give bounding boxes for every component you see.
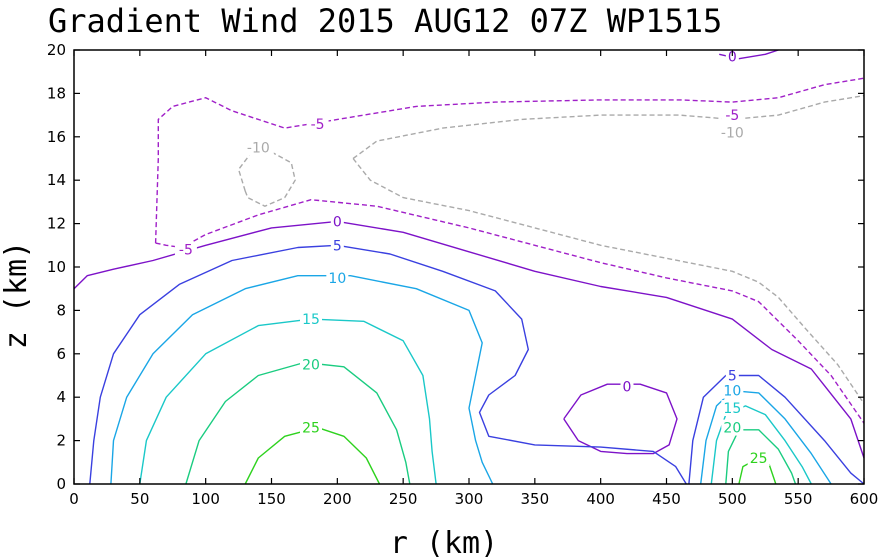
y-tick-label: 0 — [56, 475, 66, 493]
contour-label-bg — [620, 378, 634, 395]
contour-label-bg — [747, 449, 770, 466]
contour-lines — [73, 49, 865, 485]
x-tick-label: 250 — [389, 490, 418, 508]
contour-label-bg — [242, 139, 274, 156]
contour-label-bg — [721, 400, 744, 417]
y-tick-label: 6 — [56, 345, 66, 363]
contour-label-bg — [721, 107, 744, 124]
y-tick-label: 14 — [47, 171, 66, 189]
contour-label-bg — [721, 419, 744, 436]
contour-label: -10 — [247, 141, 270, 157]
chart-title: Gradient Wind 2015 AUG12 07Z WP1515 — [48, 2, 722, 40]
contour-line-10 — [700, 390, 832, 485]
y-tick-label: 2 — [56, 432, 66, 450]
contour-label-bg — [725, 48, 739, 65]
x-tick-label: 600 — [850, 490, 879, 508]
contour-label: -5 — [311, 117, 325, 133]
contour-line-neg5 — [155, 199, 865, 424]
contour-line-neg10 — [352, 158, 865, 405]
contour-label-bg — [725, 367, 739, 384]
x-tick-label: 550 — [784, 490, 813, 508]
plot-frame — [73, 49, 865, 485]
contour-label: 0 — [333, 214, 342, 230]
x-tick-label: 300 — [455, 490, 484, 508]
contour-line-5 — [688, 374, 865, 485]
contour-line-20 — [725, 429, 797, 485]
x-axis-label: r (km) — [390, 526, 498, 560]
contour-line-5 — [89, 244, 687, 485]
contour-label: -10 — [721, 125, 744, 141]
contour-line-10 — [110, 275, 494, 485]
contour-label: 25 — [750, 451, 768, 467]
x-tick-label: 150 — [257, 490, 286, 508]
contour-label: 0 — [728, 50, 737, 66]
contour-label-bg — [326, 269, 349, 286]
y-tick-label: 16 — [47, 128, 66, 146]
x-tick-label: 50 — [130, 490, 149, 508]
contour-line-15 — [139, 318, 437, 485]
contour-line-0 — [73, 220, 865, 459]
y-tick-label: 20 — [47, 41, 66, 59]
contour-label-bg — [716, 124, 748, 141]
x-tick-label: 350 — [521, 490, 550, 508]
contour-label-bg — [330, 237, 344, 254]
x-tick-label: 100 — [191, 490, 220, 508]
contour-label-bg — [330, 213, 344, 230]
contour-label: 10 — [328, 271, 346, 287]
contour-line-0 — [563, 383, 678, 455]
x-axis: 0 50 100 150 200 250 300 350 400 450 500 550 600 — [69, 50, 878, 508]
x-tick-label: 200 — [323, 490, 352, 508]
contour-line-20 — [185, 361, 411, 485]
contour-label: 0 — [623, 379, 632, 395]
contour-line-15 — [710, 405, 812, 485]
contour-label-bg — [306, 115, 329, 132]
contour-label: 20 — [723, 421, 741, 437]
contour-label: 10 — [723, 384, 741, 400]
y-tick-label: 12 — [47, 215, 66, 233]
y-axis-label: z (km) — [0, 241, 34, 349]
y-tick-label: 10 — [47, 258, 66, 276]
contour-label: 15 — [723, 401, 741, 417]
contour-label-bg — [174, 241, 197, 258]
contour-label-bg — [300, 419, 322, 436]
contour-label: 25 — [302, 421, 320, 437]
x-tick-label: 450 — [652, 490, 681, 508]
contour-label: -5 — [179, 243, 193, 259]
contour-label: 20 — [302, 358, 320, 374]
contour-line-neg10 — [237, 151, 296, 207]
y-tick-label: 18 — [47, 84, 66, 102]
y-tick-label: 4 — [56, 388, 66, 406]
contour-line-neg10 — [352, 94, 865, 160]
x-tick-label: 0 — [69, 490, 79, 508]
contour-label-bg — [300, 311, 322, 328]
contour-label: 5 — [728, 369, 737, 385]
contour-line-neg5 — [154, 77, 865, 244]
contour-label: 5 — [333, 238, 342, 254]
x-tick-label: 400 — [586, 490, 615, 508]
contour-label: 15 — [302, 312, 320, 328]
contour-label-bg — [300, 356, 322, 373]
contour-label-bg — [721, 382, 744, 399]
y-axis: 0 2 4 6 8 10 12 14 16 18 20 — [47, 41, 864, 493]
x-tick-label: 500 — [718, 490, 747, 508]
contour-label: -5 — [725, 108, 739, 124]
y-tick-label: 8 — [56, 301, 66, 319]
